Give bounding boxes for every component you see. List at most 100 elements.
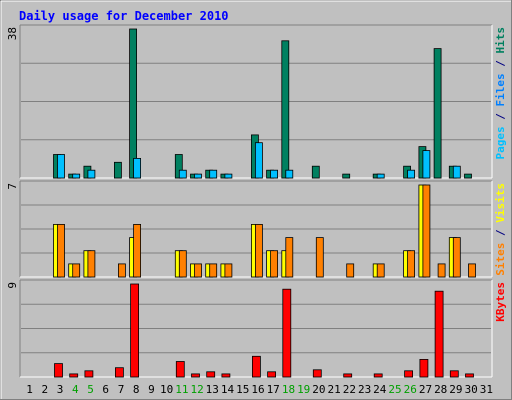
bar-kbytes-day-12	[191, 373, 200, 378]
y-axis-label-part: KBytes	[494, 282, 507, 322]
x-axis: 1 2 3 4 5 6 7 8 9 10 11 12 13 14 15 16 17 18 19 20 21 22 23 24 2…	[26, 383, 493, 396]
x-tick-label-day-16: 16	[251, 383, 264, 396]
chart-title: Daily usage for December 2010	[19, 9, 229, 23]
x-tick-label-day-29: 29	[449, 383, 462, 396]
panel-visits-sites: 7 Sites / Visits	[6, 180, 507, 278]
bar-kbytes-day-24	[373, 373, 383, 378]
bar-files-day-26	[407, 169, 416, 179]
x-tick-label-day-28: 28	[434, 383, 447, 396]
x-tick-label-day-6: 6	[102, 383, 109, 396]
x-tick-label-day-4: 4	[72, 383, 79, 396]
y-max-label: 9	[6, 282, 19, 289]
bar-kbytes-day-22	[343, 373, 353, 378]
bar-sites-day-18	[285, 237, 294, 278]
x-tick-label-day-20: 20	[312, 383, 325, 396]
y-axis-label-part: Hits	[494, 27, 507, 54]
bar-files-day-14	[224, 173, 233, 179]
x-tick-label-day-2: 2	[41, 383, 48, 396]
x-tick-label-day-17: 17	[267, 383, 280, 396]
bar-sites-day-14	[224, 263, 233, 278]
y-axis-label-part: Pages	[494, 126, 507, 159]
bar-files-day-16	[254, 142, 263, 179]
bar-sites-day-7	[118, 263, 126, 278]
y-axis-label-part: Sites	[494, 243, 507, 276]
bar-sites-day-4	[72, 263, 81, 278]
x-tick-label-day-11: 11	[175, 383, 188, 396]
bar-sites-day-30	[468, 263, 476, 278]
bar-kbytes-day-4	[69, 373, 79, 378]
bar-files-day-17	[270, 169, 279, 179]
x-tick-label-day-13: 13	[206, 383, 219, 396]
bar-hits-day-7	[114, 161, 122, 179]
bar-sites-day-22	[346, 263, 355, 278]
y-max-label: 38	[6, 27, 19, 40]
bar-files-day-27	[422, 150, 431, 179]
bar-kbytes-day-3	[54, 363, 63, 378]
bar-kbytes-day-30	[465, 373, 474, 378]
x-tick-label-day-23: 23	[358, 383, 371, 396]
bar-files-day-4	[72, 173, 81, 179]
bar-kbytes-day-28	[434, 290, 444, 378]
bar-kbytes-day-20	[312, 369, 322, 378]
bar-kbytes-day-11	[175, 361, 185, 378]
panel-kbytes: 9 KBytes	[6, 279, 507, 378]
y-axis-label-part: /	[494, 54, 507, 74]
bar-files-day-8	[133, 157, 142, 179]
bar-sites-day-17	[270, 250, 279, 278]
bar-sites-day-27	[422, 184, 431, 278]
x-tick-label-day-24: 24	[373, 383, 387, 396]
x-tick-label-day-8: 8	[133, 383, 140, 396]
bar-kbytes-day-5	[84, 370, 94, 378]
bar-kbytes-day-7	[115, 367, 124, 378]
x-tick-label-day-26: 26	[404, 383, 417, 396]
x-tick-label-day-18: 18	[282, 383, 295, 396]
bar-files-day-5	[87, 169, 96, 179]
bar-kbytes-day-29	[449, 370, 459, 378]
bar-sites-day-29	[452, 237, 461, 278]
x-tick-label-day-3: 3	[57, 383, 64, 396]
bar-sites-day-12	[194, 263, 202, 278]
bar-sites-day-26	[407, 250, 416, 278]
bar-sites-day-24	[376, 263, 385, 278]
x-tick-label-day-1: 1	[26, 383, 33, 396]
bar-kbytes-day-16	[251, 355, 261, 378]
y-axis-label-part: /	[494, 223, 507, 243]
y-axis-label-part: Visits	[494, 183, 507, 223]
x-tick-label-day-7: 7	[118, 383, 125, 396]
y-axis-label-part: /	[494, 107, 507, 127]
bar-sites-day-3	[57, 223, 65, 278]
panel-hits-files-pages: 38 Pages / Files / Hits	[6, 24, 507, 179]
bar-hits-day-30	[464, 173, 472, 179]
bar-kbytes-day-13	[206, 371, 216, 378]
x-tick-label-day-22: 22	[343, 383, 356, 396]
bar-kbytes-day-14	[221, 373, 231, 378]
x-tick-label-day-15: 15	[236, 383, 249, 396]
y-axis-label: KBytes	[494, 282, 507, 322]
bar-kbytes-day-27	[419, 358, 429, 378]
bar-kbytes-day-8	[130, 283, 140, 378]
bar-hits-day-18	[281, 40, 290, 179]
bar-files-day-3	[57, 154, 65, 179]
bar-kbytes-day-17	[267, 371, 277, 378]
x-tick-label-day-25: 25	[388, 383, 401, 396]
x-tick-label-day-10: 10	[160, 383, 173, 396]
y-max-label: 7	[6, 183, 19, 190]
bar-sites-day-8	[133, 223, 142, 278]
x-tick-label-day-9: 9	[148, 383, 155, 396]
bar-files-day-11	[178, 169, 187, 179]
bar-sites-day-5	[87, 250, 96, 278]
chart-panels: 38 Pages / Files / Hits 7 Sites / Visits 9 KB…	[6, 24, 507, 378]
bar-files-day-18	[285, 169, 294, 179]
bar-sites-day-13	[209, 263, 218, 278]
y-axis-label: Pages / Files / Hits	[494, 27, 507, 160]
bar-files-day-12	[194, 173, 202, 179]
bar-hits-day-8	[129, 28, 138, 179]
x-tick-label-day-30: 30	[465, 383, 478, 396]
bar-kbytes-day-26	[404, 370, 414, 378]
bar-hits-day-28	[433, 48, 442, 179]
bar-files-day-24	[376, 173, 385, 179]
bar-hits-day-11	[174, 154, 183, 179]
y-axis-label-part: Files	[494, 73, 507, 106]
bar-hits-day-20	[311, 165, 320, 179]
